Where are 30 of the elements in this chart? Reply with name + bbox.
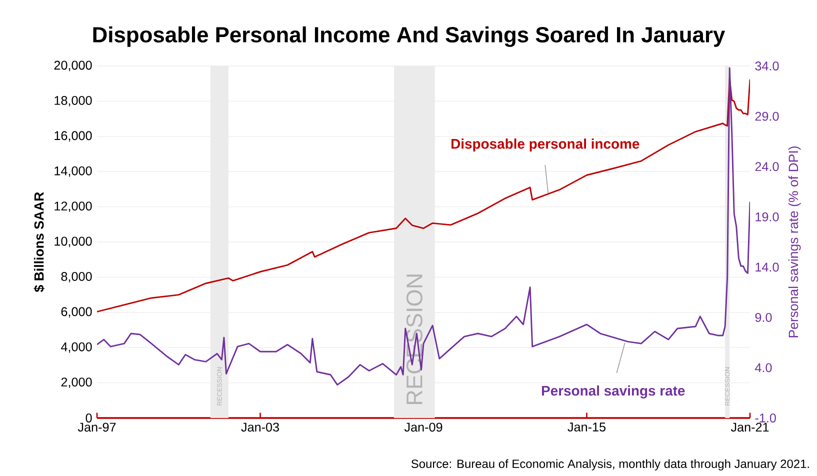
source-note: Source: Bureau of Economic Analysis, monthly data through January 2021. bbox=[411, 459, 809, 470]
y2-tick-label: 34.0 bbox=[755, 62, 779, 70]
y-tick-label: 12,000 bbox=[54, 202, 92, 212]
y2-tick-label: 29.0 bbox=[755, 112, 779, 121]
text: Personal savings rate bbox=[542, 385, 685, 398]
y-tick-label: 0 bbox=[86, 414, 92, 422]
x-tick-label: Jan-21 bbox=[730, 422, 769, 432]
y2-tick-label: 14.0 bbox=[756, 262, 779, 272]
y2-tick-label: -1.0 bbox=[755, 414, 776, 422]
y-tick-label: 2,000 bbox=[61, 378, 92, 388]
y-tick-label: 10,000 bbox=[54, 236, 92, 248]
y-axis-title: $ Billions SAAR bbox=[34, 192, 45, 292]
y2-tick-label: 4.0 bbox=[754, 363, 772, 372]
y2-tick-label: 24.0 bbox=[755, 162, 779, 172]
y-tick-label: 8,000 bbox=[61, 272, 92, 282]
x-tick-label: Jan-15 bbox=[568, 422, 606, 432]
series-label: Disposable personal income bbox=[452, 138, 640, 152]
y2-tick-label: 9.0 bbox=[755, 312, 772, 322]
y-tick-label: 16,000 bbox=[54, 131, 92, 142]
y-tick-label: 6,000 bbox=[61, 307, 92, 318]
y-tick-label: 20,000 bbox=[54, 60, 92, 72]
x-tick-label: Jan-97 bbox=[78, 422, 116, 432]
x-tick-label: Jan-03 bbox=[241, 422, 279, 432]
y2-tick-label: 19.0 bbox=[756, 212, 779, 222]
x-tick-label: Jan-09 bbox=[404, 422, 442, 432]
y2-axis-title: Personal savings rate (% of DPI) bbox=[788, 146, 801, 338]
y-tick-label: 4,000 bbox=[61, 342, 92, 353]
y-tick-label: 18,000 bbox=[54, 96, 92, 106]
chart-title: Disposable Personal Income And Savings Soared In January bbox=[93, 26, 726, 47]
y-tick-label: 14,000 bbox=[54, 166, 92, 177]
